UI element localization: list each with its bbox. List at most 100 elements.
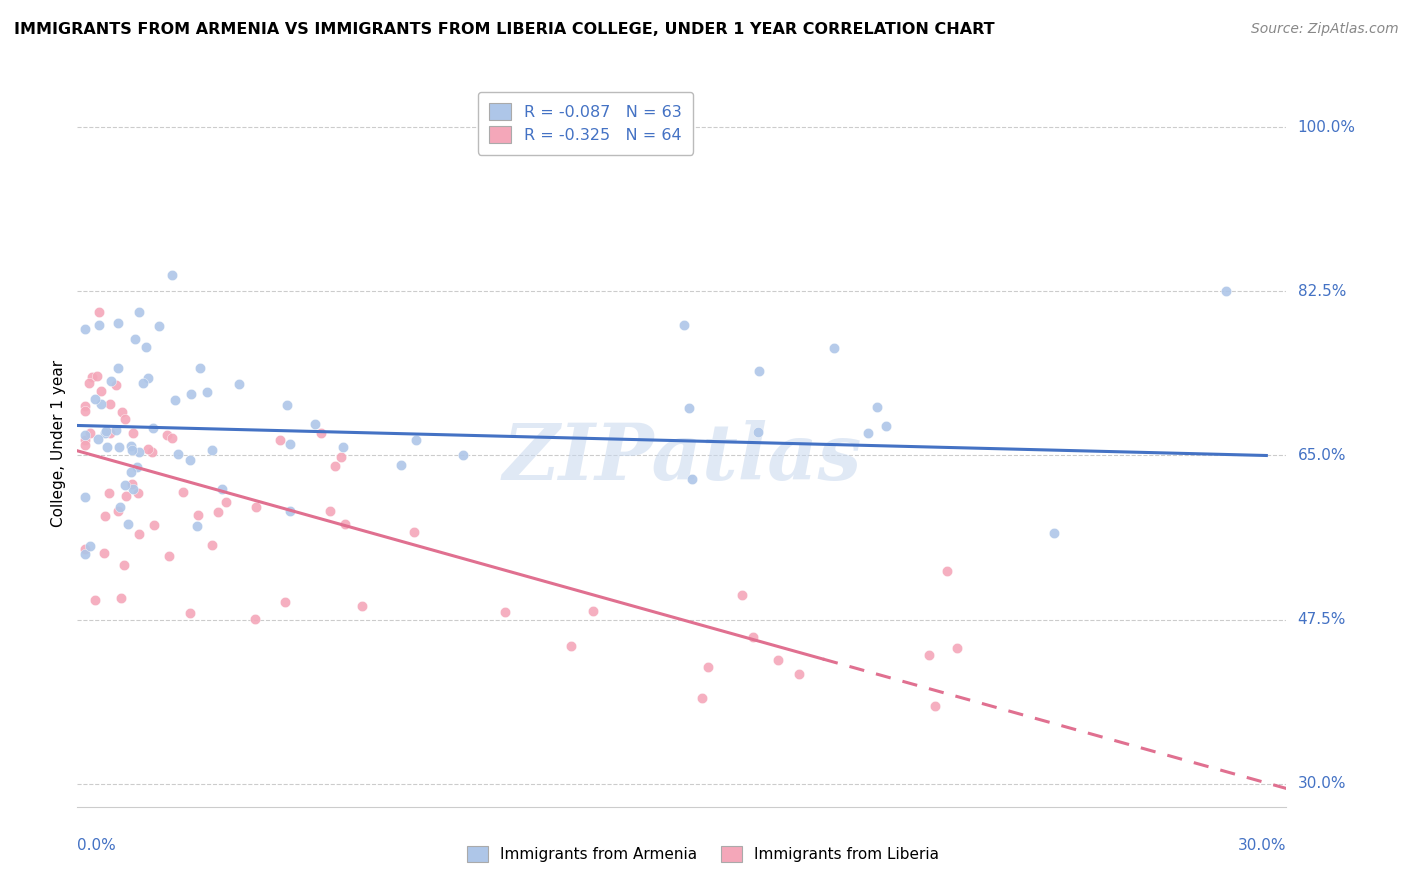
Point (122, 425, 145, 440)
Point (211, 482, 233, 496)
Point (84, 593, 107, 607)
Text: IMMIGRANTS FROM ARMENIA VS IMMIGRANTS FROM LIBERIA COLLEGE, UNDER 1 YEAR CORRELA: IMMIGRANTS FROM ARMENIA VS IMMIGRANTS FR… (14, 22, 994, 37)
Point (1215, 285, 1237, 299)
Point (918, 648, 941, 663)
Point (136, 442, 159, 457)
Point (75, 404, 97, 418)
Point (389, 458, 412, 472)
Point (75, 438, 97, 452)
Point (75, 427, 97, 442)
Point (678, 401, 700, 415)
Point (93, 546, 115, 560)
Point (190, 361, 212, 376)
Point (121, 477, 143, 491)
Point (80, 369, 103, 384)
Point (165, 392, 187, 407)
Point (128, 527, 150, 541)
Point (115, 489, 138, 503)
Text: Source: ZipAtlas.com: Source: ZipAtlas.com (1251, 22, 1399, 37)
Point (789, 666, 811, 681)
Point (319, 504, 342, 518)
Point (180, 387, 202, 401)
Point (673, 318, 696, 332)
Point (75, 321, 97, 335)
Point (84, 392, 107, 407)
Point (278, 437, 301, 451)
Point (936, 564, 959, 578)
Point (94, 425, 117, 440)
Point (207, 505, 229, 519)
Text: 100.0%: 100.0% (1298, 120, 1355, 135)
Point (121, 442, 143, 457)
Point (75, 399, 97, 413)
Point (98, 397, 121, 411)
Point (135, 340, 157, 354)
Point (560, 639, 582, 653)
Point (160, 431, 183, 445)
Point (120, 439, 142, 453)
Point (582, 604, 605, 618)
Point (243, 612, 266, 626)
Point (350, 599, 373, 613)
Point (104, 378, 127, 392)
Point (87, 318, 110, 332)
Legend: R = -0.087   N = 63, R = -0.325   N = 64: R = -0.087 N = 63, R = -0.325 N = 64 (478, 92, 693, 154)
Point (86, 432, 108, 446)
Point (107, 504, 129, 518)
Point (98, 425, 121, 440)
Point (148, 318, 170, 333)
Point (141, 445, 163, 459)
Point (731, 588, 754, 602)
Point (329, 450, 352, 465)
Point (697, 660, 720, 674)
Point (128, 445, 150, 459)
Point (269, 433, 291, 447)
Point (195, 384, 218, 399)
Point (747, 425, 769, 439)
Point (110, 591, 132, 605)
Point (117, 516, 139, 531)
Point (179, 453, 201, 467)
Point (405, 434, 427, 448)
Point (94, 425, 117, 439)
Point (127, 486, 149, 500)
Point (75, 433, 97, 447)
Point (200, 442, 222, 457)
Point (156, 428, 179, 442)
Point (107, 316, 129, 330)
Point (104, 423, 127, 437)
Point (323, 458, 346, 473)
Point (304, 417, 326, 431)
Point (132, 376, 155, 390)
Text: 30.0%: 30.0% (1239, 838, 1286, 853)
Point (924, 698, 946, 713)
Point (768, 653, 790, 667)
Point (741, 630, 763, 644)
Point (87, 304, 110, 318)
Point (79, 539, 101, 553)
Point (90, 397, 112, 411)
Point (201, 538, 224, 552)
Legend: Immigrants from Armenia, Immigrants from Liberia: Immigrants from Armenia, Immigrants from… (461, 839, 945, 868)
Point (77, 376, 100, 390)
Point (186, 519, 208, 533)
Point (748, 364, 770, 378)
Text: 82.5%: 82.5% (1298, 284, 1346, 299)
Point (280, 503, 302, 517)
Point (142, 421, 165, 435)
Point (127, 459, 149, 474)
Point (823, 341, 845, 355)
Point (122, 483, 145, 497)
Point (143, 518, 166, 533)
Point (114, 412, 136, 426)
Point (451, 448, 474, 462)
Point (215, 494, 238, 508)
Point (112, 558, 135, 573)
Point (186, 508, 208, 522)
Point (681, 473, 703, 487)
Text: 65.0%: 65.0% (1298, 448, 1346, 463)
Point (1043, 526, 1066, 541)
Point (179, 606, 201, 620)
Point (162, 268, 184, 283)
Point (111, 405, 134, 419)
